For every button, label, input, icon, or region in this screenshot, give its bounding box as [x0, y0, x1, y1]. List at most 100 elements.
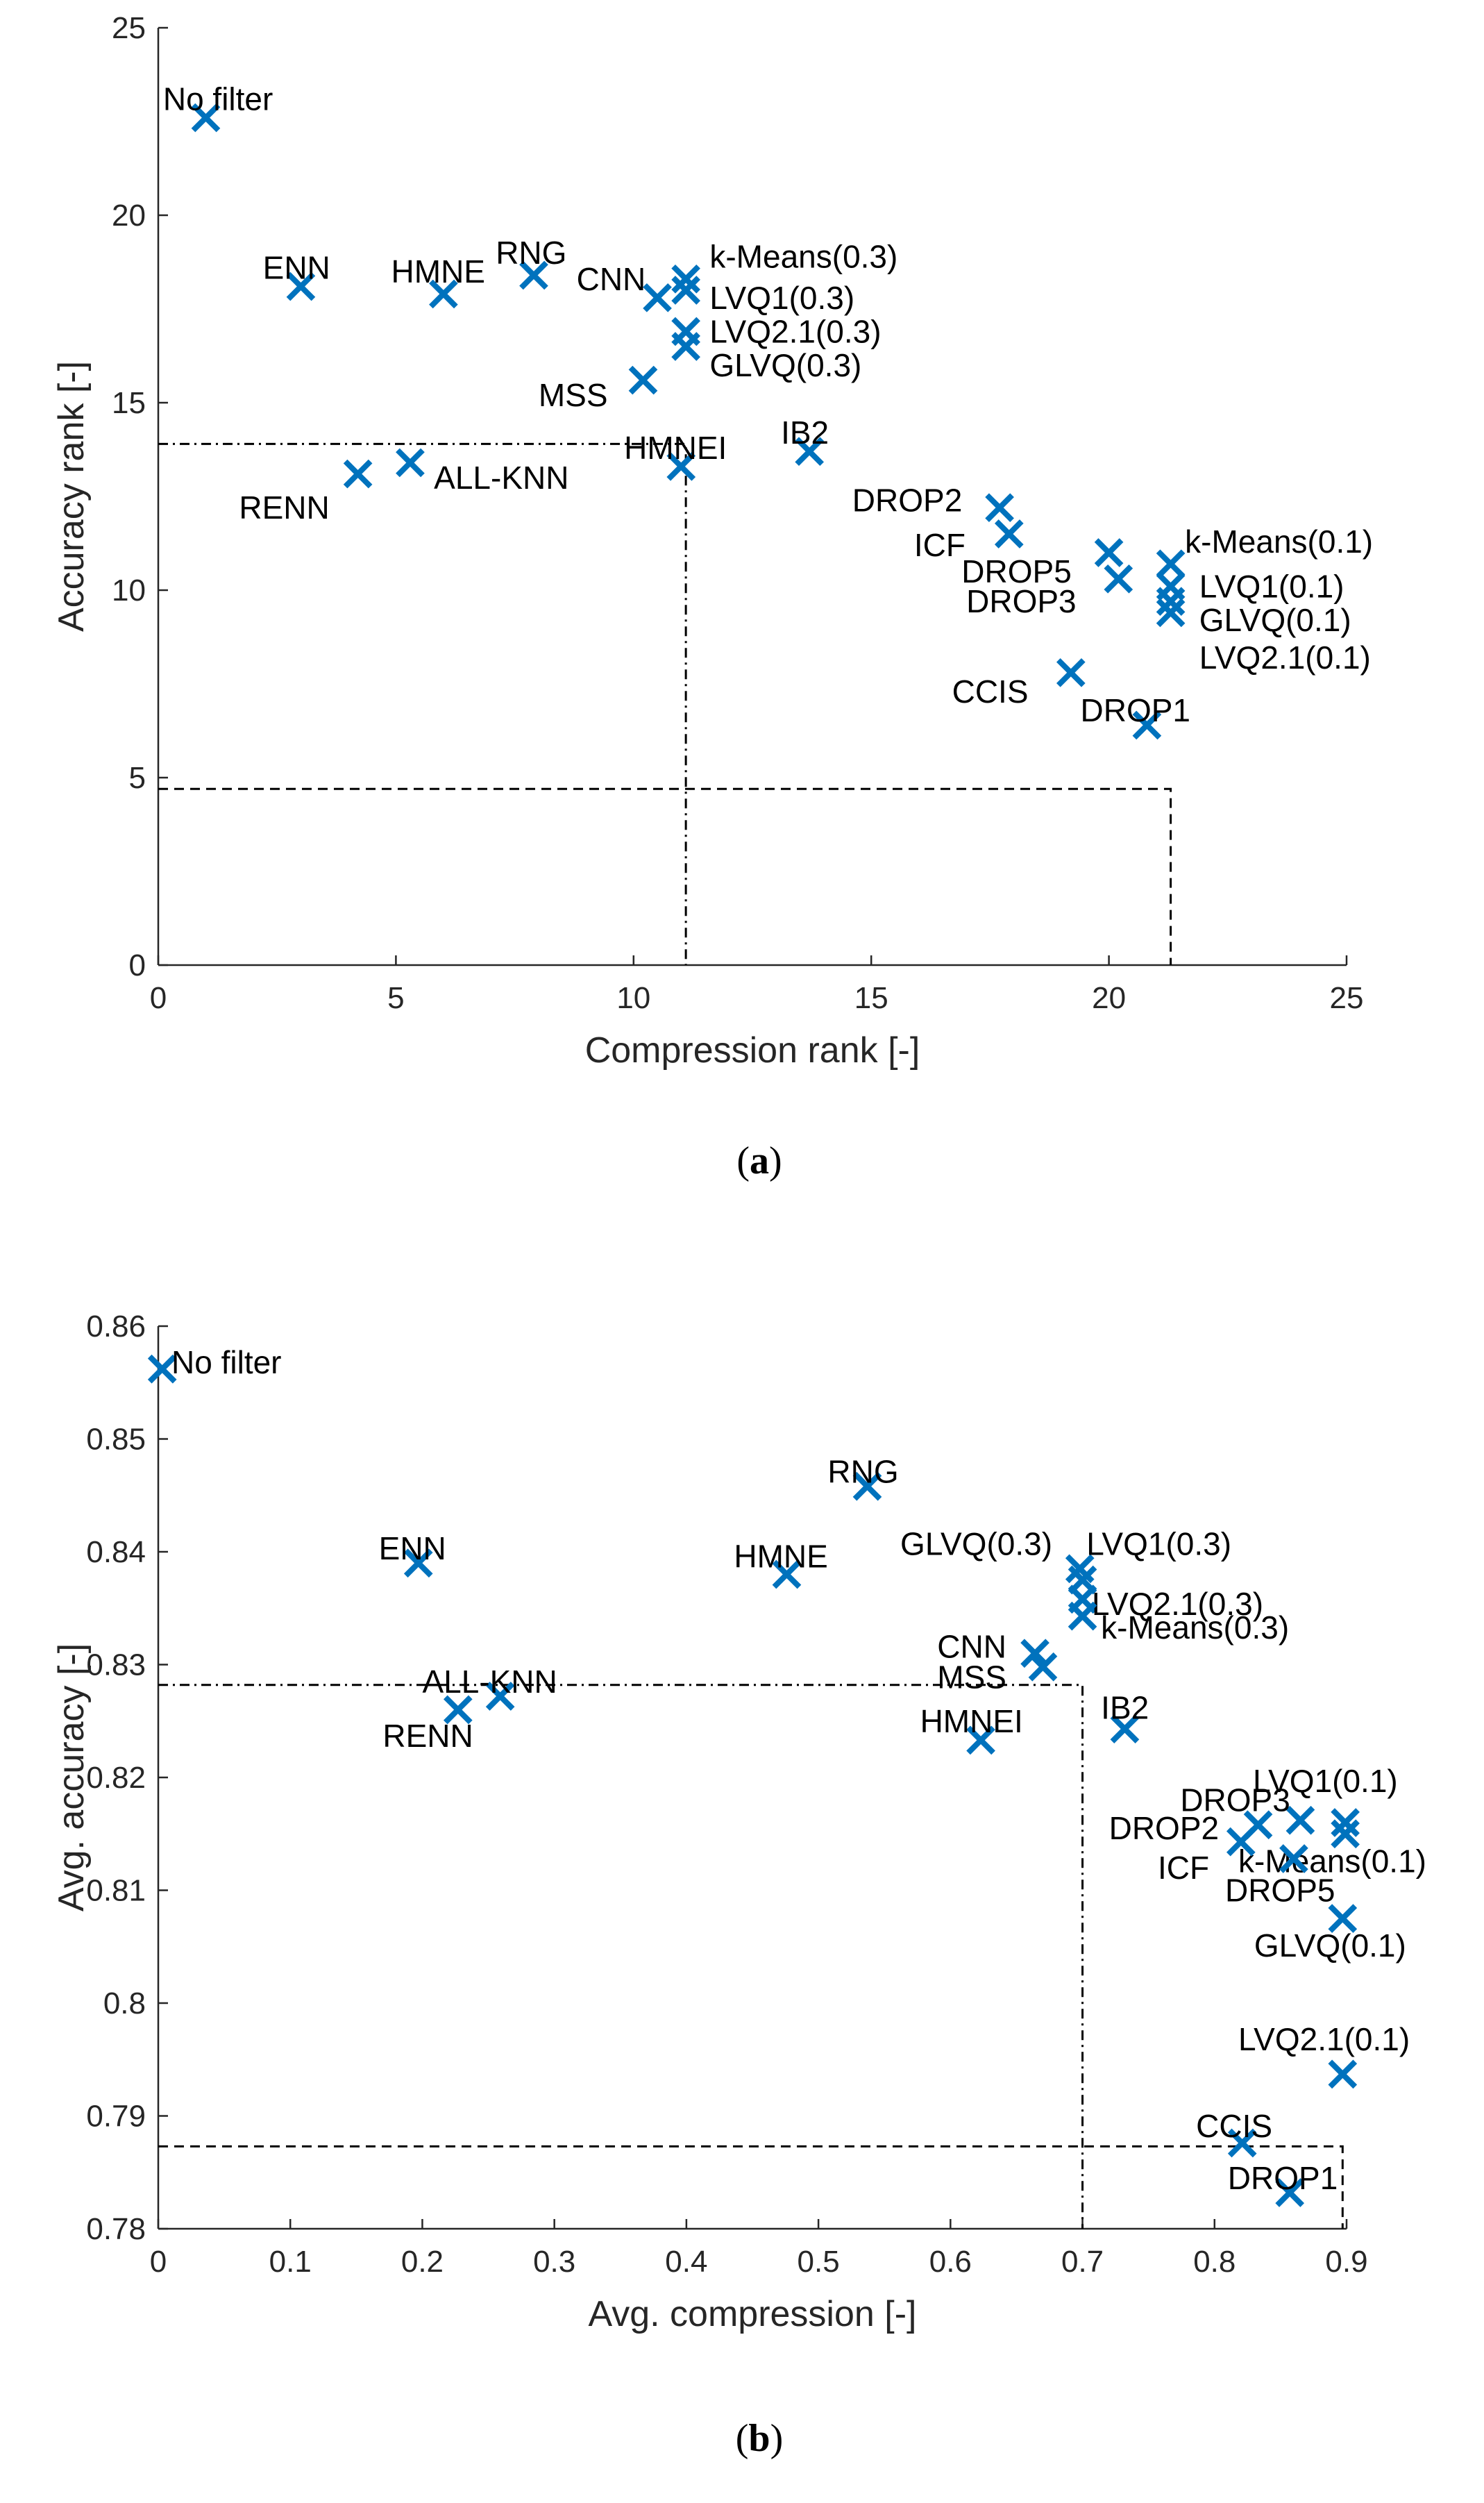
data-point-label: DROP5: [961, 553, 1071, 589]
data-point-marker: [628, 365, 658, 395]
data-point-marker: [396, 448, 425, 478]
dashdot-reference-line: [158, 1684, 1084, 2229]
y-tick-label: 10: [112, 574, 146, 608]
dashed-reference-line: [158, 787, 1172, 965]
x-tick-label: 0: [150, 2245, 167, 2279]
panel-caption: (b): [736, 2417, 783, 2460]
y-tick-label: 0.84: [86, 1535, 146, 1569]
data-point-label: ICF: [914, 527, 966, 563]
data-point-marker: [994, 519, 1024, 549]
caption-close-paren: ): [770, 2417, 784, 2460]
x-tick-label: 0.4: [665, 2245, 707, 2279]
y-tick-label: 0.83: [86, 1648, 146, 1682]
caption-letter: b: [748, 2417, 770, 2460]
chart-b: 0 0.1 0.2 0.3 0.4 0.5 0.6 0.7 0.8 0.9 0.78 0.79 0.8 0…: [51, 1309, 1426, 2460]
data-point-marker: [519, 260, 548, 290]
data-point-label: GLVQ(0.1): [1199, 602, 1351, 638]
data-point-marker: [671, 332, 700, 361]
data-point-marker: [671, 276, 700, 305]
data-point-label: HMNEI: [624, 430, 727, 466]
data-point-marker: [985, 493, 1014, 523]
data-point-marker: [485, 1682, 515, 1711]
panel-caption: (a): [736, 1139, 782, 1182]
y-tick-label: 0.78: [86, 2212, 146, 2246]
data-point-marker: [966, 1725, 995, 1755]
y-tick-label: 0: [129, 948, 146, 982]
x-tick-label: 0: [150, 981, 167, 1015]
data-point-label: CNN: [937, 1629, 1006, 1665]
data-point-label: ALL-KNN: [434, 460, 568, 496]
data-point-label: k-Means(0.1): [1185, 524, 1373, 560]
data-point-marker: [1227, 2128, 1257, 2158]
data-point-label: CCIS: [952, 673, 1029, 710]
data-point-label: DROP1: [1081, 692, 1190, 728]
data-point-marker: [429, 279, 458, 309]
x-tick-label: 5: [387, 981, 404, 1015]
x-tick-label: 0.8: [1193, 2245, 1236, 2279]
y-axis-label: Avg. accuracy [-]: [51, 1643, 92, 1911]
data-point-label: RENN: [239, 489, 329, 526]
data-point-label: LVQ2.1(0.3): [709, 313, 881, 349]
data-point-marker: [1285, 1805, 1315, 1835]
data-point-label: ENN: [263, 250, 330, 286]
y-tick-label: 0.82: [86, 1761, 146, 1795]
data-point-label: DROP3: [1180, 1782, 1290, 1818]
x-tick-label: 0.1: [269, 2245, 312, 2279]
data-point-label: ENN: [379, 1530, 446, 1566]
data-point-marker: [1094, 538, 1124, 567]
data-point-label: ICF: [1158, 1850, 1209, 1886]
data-point-label: LVQ2.1(0.3): [1092, 1586, 1263, 1622]
data-point-label: DROP2: [1109, 1810, 1219, 1846]
data-point-marker: [1226, 1827, 1256, 1857]
y-tick-label: 0.81: [86, 1874, 146, 1908]
data-point-marker: [1028, 1652, 1058, 1682]
dashdot-reference-line: [158, 442, 687, 965]
data-point-marker: [666, 451, 696, 481]
data-point-marker: [1110, 1714, 1140, 1743]
plot-area: [158, 1326, 1347, 2229]
data-point-label: LVQ2.1(0.1): [1199, 639, 1371, 676]
data-point-label: k-Means(0.3): [709, 238, 897, 274]
data-point-label: HMNE: [391, 253, 485, 290]
x-tick-label: 0.6: [929, 2245, 972, 2279]
data-point-label: IB2: [1101, 1689, 1149, 1725]
data-point-label: DROP1: [1228, 2160, 1338, 2196]
data-point-label: RENN: [382, 1718, 473, 1754]
data-point-label: RNG: [496, 235, 566, 271]
x-tick-label: 0.2: [401, 2245, 444, 2279]
data-point-label: DROP2: [852, 482, 962, 518]
data-point-label: LVQ2.1(0.1): [1238, 2021, 1410, 2057]
data-point-marker: [1056, 658, 1086, 687]
data-point-marker: [1104, 564, 1133, 594]
y-axis-label: Accuracy rank [-]: [51, 361, 92, 632]
data-point-marker: [852, 1471, 882, 1501]
data-point-label: k-Means(0.3): [1101, 1609, 1289, 1646]
caption-letter: a: [750, 1139, 769, 1182]
data-point-marker: [147, 1354, 177, 1384]
data-point-label: CCIS: [1196, 2108, 1272, 2144]
x-tick-label: 0.5: [798, 2245, 840, 2279]
data-point-marker: [191, 103, 221, 133]
data-point-marker: [1132, 710, 1162, 740]
y-tick-label: 5: [129, 761, 146, 795]
data-point-label: MSS: [539, 377, 608, 413]
data-point-marker: [772, 1559, 802, 1589]
data-point-label: IB2: [781, 415, 829, 451]
data-point-label: DROP3: [966, 583, 1076, 619]
data-point-label: GLVQ(0.3): [709, 347, 861, 383]
y-tick-label: 0.79: [86, 2100, 146, 2134]
y-tick-label: 25: [112, 11, 146, 45]
data-point-marker: [443, 1695, 473, 1725]
data-point-marker: [403, 1548, 433, 1578]
x-tick-label: 10: [616, 981, 650, 1015]
data-point-marker: [1331, 1819, 1360, 1849]
data-point-marker: [1068, 1601, 1097, 1631]
data-point-label: LVQ1(0.3): [709, 280, 854, 316]
x-tick-label: 0.3: [533, 2245, 575, 2279]
data-point-label: DROP5: [1225, 1873, 1335, 1909]
data-point-marker: [1020, 1639, 1049, 1668]
data-point-marker: [1328, 2059, 1358, 2089]
y-tick-label: 0.86: [86, 1309, 146, 1343]
data-point-label: HMNEI: [920, 1703, 1023, 1739]
data-point-label: LVQ1(0.3): [1086, 1526, 1231, 1562]
